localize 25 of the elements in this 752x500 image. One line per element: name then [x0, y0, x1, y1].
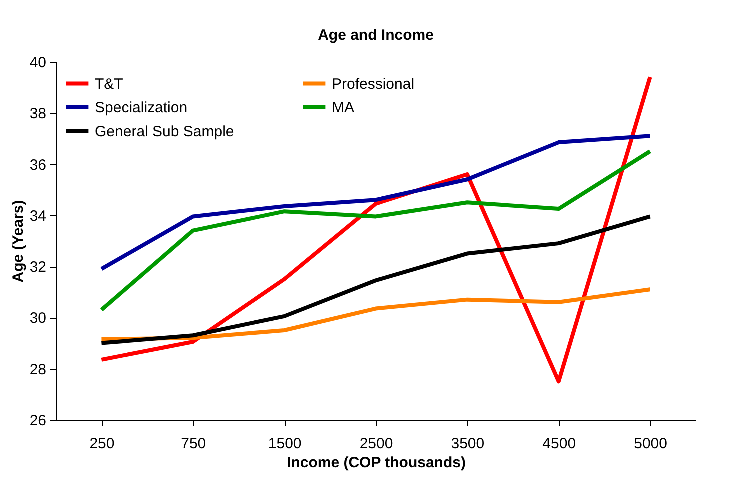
- x-tick-label: 4500: [542, 436, 576, 452]
- x-tick-label: 5000: [634, 436, 668, 452]
- y-tick-label: 30: [30, 310, 46, 328]
- x-axis-title: Income (COP thousands): [287, 454, 466, 472]
- legend-label: T&T: [95, 76, 124, 93]
- legend-label: MA: [332, 100, 354, 116]
- legend-label: Specialization: [95, 100, 188, 116]
- y-tick-label: 40: [30, 54, 46, 72]
- x-tick-label: 1500: [268, 436, 302, 452]
- y-tick-label: 28: [30, 361, 46, 378]
- y-tick-label: 38: [30, 106, 46, 123]
- x-tick-label: 3500: [451, 436, 485, 452]
- line-series: [100, 150, 652, 312]
- y-tick-label: 34: [30, 208, 46, 225]
- y-tick-label: 32: [30, 259, 46, 276]
- y-axis-title: Age (Years): [10, 200, 27, 283]
- chart-title: Age and Income: [318, 27, 434, 44]
- line-series: [100, 214, 652, 346]
- y-tick-label: 26: [30, 412, 46, 430]
- y-tick-label: 36: [30, 156, 46, 174]
- x-tick-label: 2500: [360, 436, 394, 452]
- legend-label: Professional: [332, 76, 415, 93]
- x-tick-label: 750: [181, 436, 206, 452]
- legend-label: General Sub Sample: [95, 124, 234, 140]
- x-tick-label: 250: [90, 436, 115, 452]
